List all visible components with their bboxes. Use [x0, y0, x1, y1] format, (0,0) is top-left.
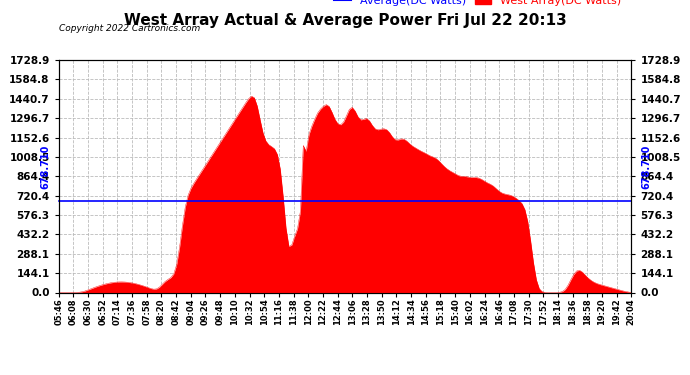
Text: 678.710: 678.710	[41, 145, 50, 189]
Text: 678.710: 678.710	[642, 145, 651, 189]
Legend: Average(DC Watts), West Array(DC Watts): Average(DC Watts), West Array(DC Watts)	[330, 0, 626, 10]
Text: West Array Actual & Average Power Fri Jul 22 20:13: West Array Actual & Average Power Fri Ju…	[124, 13, 566, 28]
Text: Copyright 2022 Cartronics.com: Copyright 2022 Cartronics.com	[59, 24, 200, 33]
